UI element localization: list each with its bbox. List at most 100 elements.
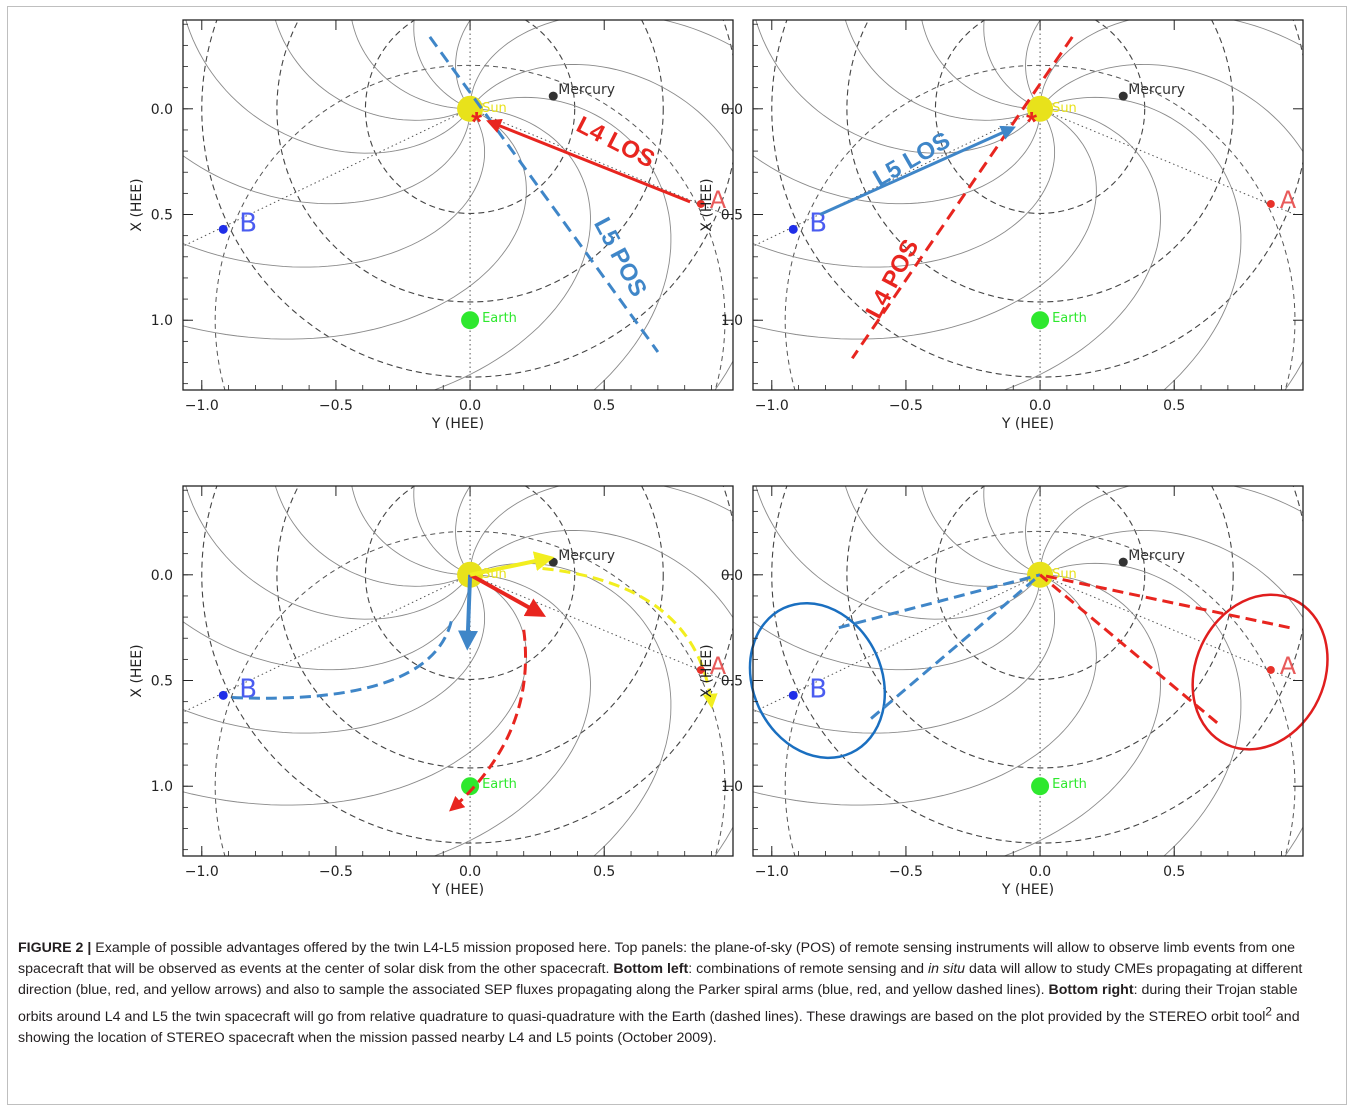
y-tick-label: 0.0 [151, 102, 173, 118]
parker-spiral [183, 108, 486, 268]
mercury-label: Mercury [558, 548, 615, 564]
mercury-label: Mercury [1128, 548, 1185, 564]
parker-spiral [753, 108, 1097, 340]
stereo-b-label: B [239, 208, 257, 238]
mercury-marker [548, 91, 558, 101]
stereo-b-marker [218, 224, 228, 234]
earth-disk [1031, 777, 1050, 796]
l5-pos-line [428, 36, 660, 353]
connector-a [469, 108, 726, 215]
earth-label: Earth [482, 311, 517, 326]
parker-spiral [413, 20, 471, 110]
parker-spiral [1039, 562, 1242, 856]
y-tick-label: 0.5 [721, 208, 743, 224]
y-tick-label: 1.0 [151, 779, 173, 795]
y-axis-label: X (HEE) [699, 644, 715, 697]
earth-disk [461, 777, 480, 796]
caption-part: : during their Trojan stable orbits arou… [18, 982, 1298, 1025]
x-tick-label: 0.5 [593, 398, 615, 414]
sun-star: * [1026, 106, 1037, 137]
figure-label: FIGURE 2 | [18, 940, 92, 956]
x-tick-label: 0.5 [1163, 864, 1185, 880]
connector-a [469, 574, 726, 681]
orbit-circle [771, 20, 1303, 378]
panel-top-right: Sun Mercury Earth A B * L5 LOS L4 POS −1.0 −0.5 0.… [690, 18, 1330, 468]
parker-spiral [469, 96, 672, 390]
quadrature-red-line [1039, 573, 1290, 630]
sun-label: Sun [1052, 101, 1077, 116]
stereo-a-label: A [1280, 652, 1297, 680]
parker-spiral [183, 108, 471, 205]
orbit-circle [276, 20, 664, 303]
mercury-marker [1118, 91, 1128, 101]
orbit-circle [846, 20, 1234, 303]
earth-label: Earth [1052, 777, 1087, 792]
earth-label: Earth [482, 777, 517, 792]
parker-spiral [1025, 486, 1041, 576]
panel-bottom-right: Sun Mercury Earth A B −1.0 −0.5 0.0 0.5 0.0 0.5 1.0… [690, 484, 1330, 934]
cme-blue-arrow [457, 574, 478, 651]
parker-spiral [413, 486, 471, 576]
parker-spiral [921, 20, 1041, 110]
plot-area [183, 20, 733, 390]
mercury-marker [1118, 557, 1128, 567]
x-axis-label: Y (HEE) [1001, 882, 1054, 898]
l4-orbit-ellipse [1191, 593, 1329, 751]
parker-spiral [185, 20, 471, 154]
figure-caption: FIGURE 2 | Example of possible advantage… [18, 938, 1336, 1049]
y-tick-label: 1.0 [151, 313, 173, 329]
x-tick-label: −1.0 [755, 864, 789, 880]
caption-part: : combinations of remote sensing and [688, 961, 929, 977]
y-tick-label: 1.0 [721, 779, 743, 795]
l4-los-label: L4 LOS [572, 111, 659, 173]
sun-star: * [471, 106, 482, 137]
parker-spiral [1039, 96, 1242, 390]
stereo-b-label: B [809, 674, 827, 704]
l5-orbit-ellipse [748, 601, 887, 760]
parker-spiral [455, 486, 471, 576]
parker-spiral [433, 108, 591, 390]
x-tick-label: −0.5 [319, 864, 353, 880]
x-tick-label: 0.0 [459, 864, 481, 880]
x-tick-label: 0.0 [459, 398, 481, 414]
plot-frame [752, 485, 1304, 857]
l4-pos-line [851, 36, 1074, 360]
caption-body: Example of possible advantages offered b… [18, 940, 1302, 1046]
y-axis-label: X (HEE) [699, 178, 715, 231]
parker-spiral [469, 63, 733, 390]
x-tick-label: 0.5 [593, 864, 615, 880]
orbit-circle [276, 486, 664, 769]
cme-yellow-arrow [469, 551, 555, 577]
x-axis-label: Y (HEE) [431, 882, 484, 898]
stereo-b-label: B [239, 674, 257, 704]
parker-spiral [183, 574, 527, 806]
x-tick-label: 0.0 [1029, 398, 1051, 414]
parker-spiral [753, 108, 1041, 205]
y-tick-label: 0.0 [721, 568, 743, 584]
parker-spiral [183, 574, 471, 671]
caption-part: 2 [1265, 1004, 1272, 1018]
parker-spiral [1039, 63, 1303, 390]
y-tick-label: 0.5 [151, 674, 173, 690]
parker-spiral [753, 574, 1097, 806]
earth-disk [461, 311, 480, 330]
parker-spiral [469, 529, 733, 856]
parker-spiral [351, 486, 471, 576]
plot-frame [752, 19, 1304, 391]
parker-spiral [469, 486, 733, 575]
x-tick-label: −1.0 [755, 398, 789, 414]
y-axis-label: X (HEE) [129, 644, 145, 697]
parker-spiral [753, 574, 1056, 734]
orbit-circle [846, 486, 1234, 769]
orbit-circle [934, 20, 1146, 214]
parker-spiral [753, 574, 1041, 671]
orbit-circle [201, 20, 733, 378]
orbit-circle [201, 486, 733, 844]
parker-spiral [755, 486, 1041, 620]
parker-spiral [185, 486, 471, 620]
sep-blue-path [228, 620, 453, 700]
figure-frame [7, 6, 1347, 1105]
